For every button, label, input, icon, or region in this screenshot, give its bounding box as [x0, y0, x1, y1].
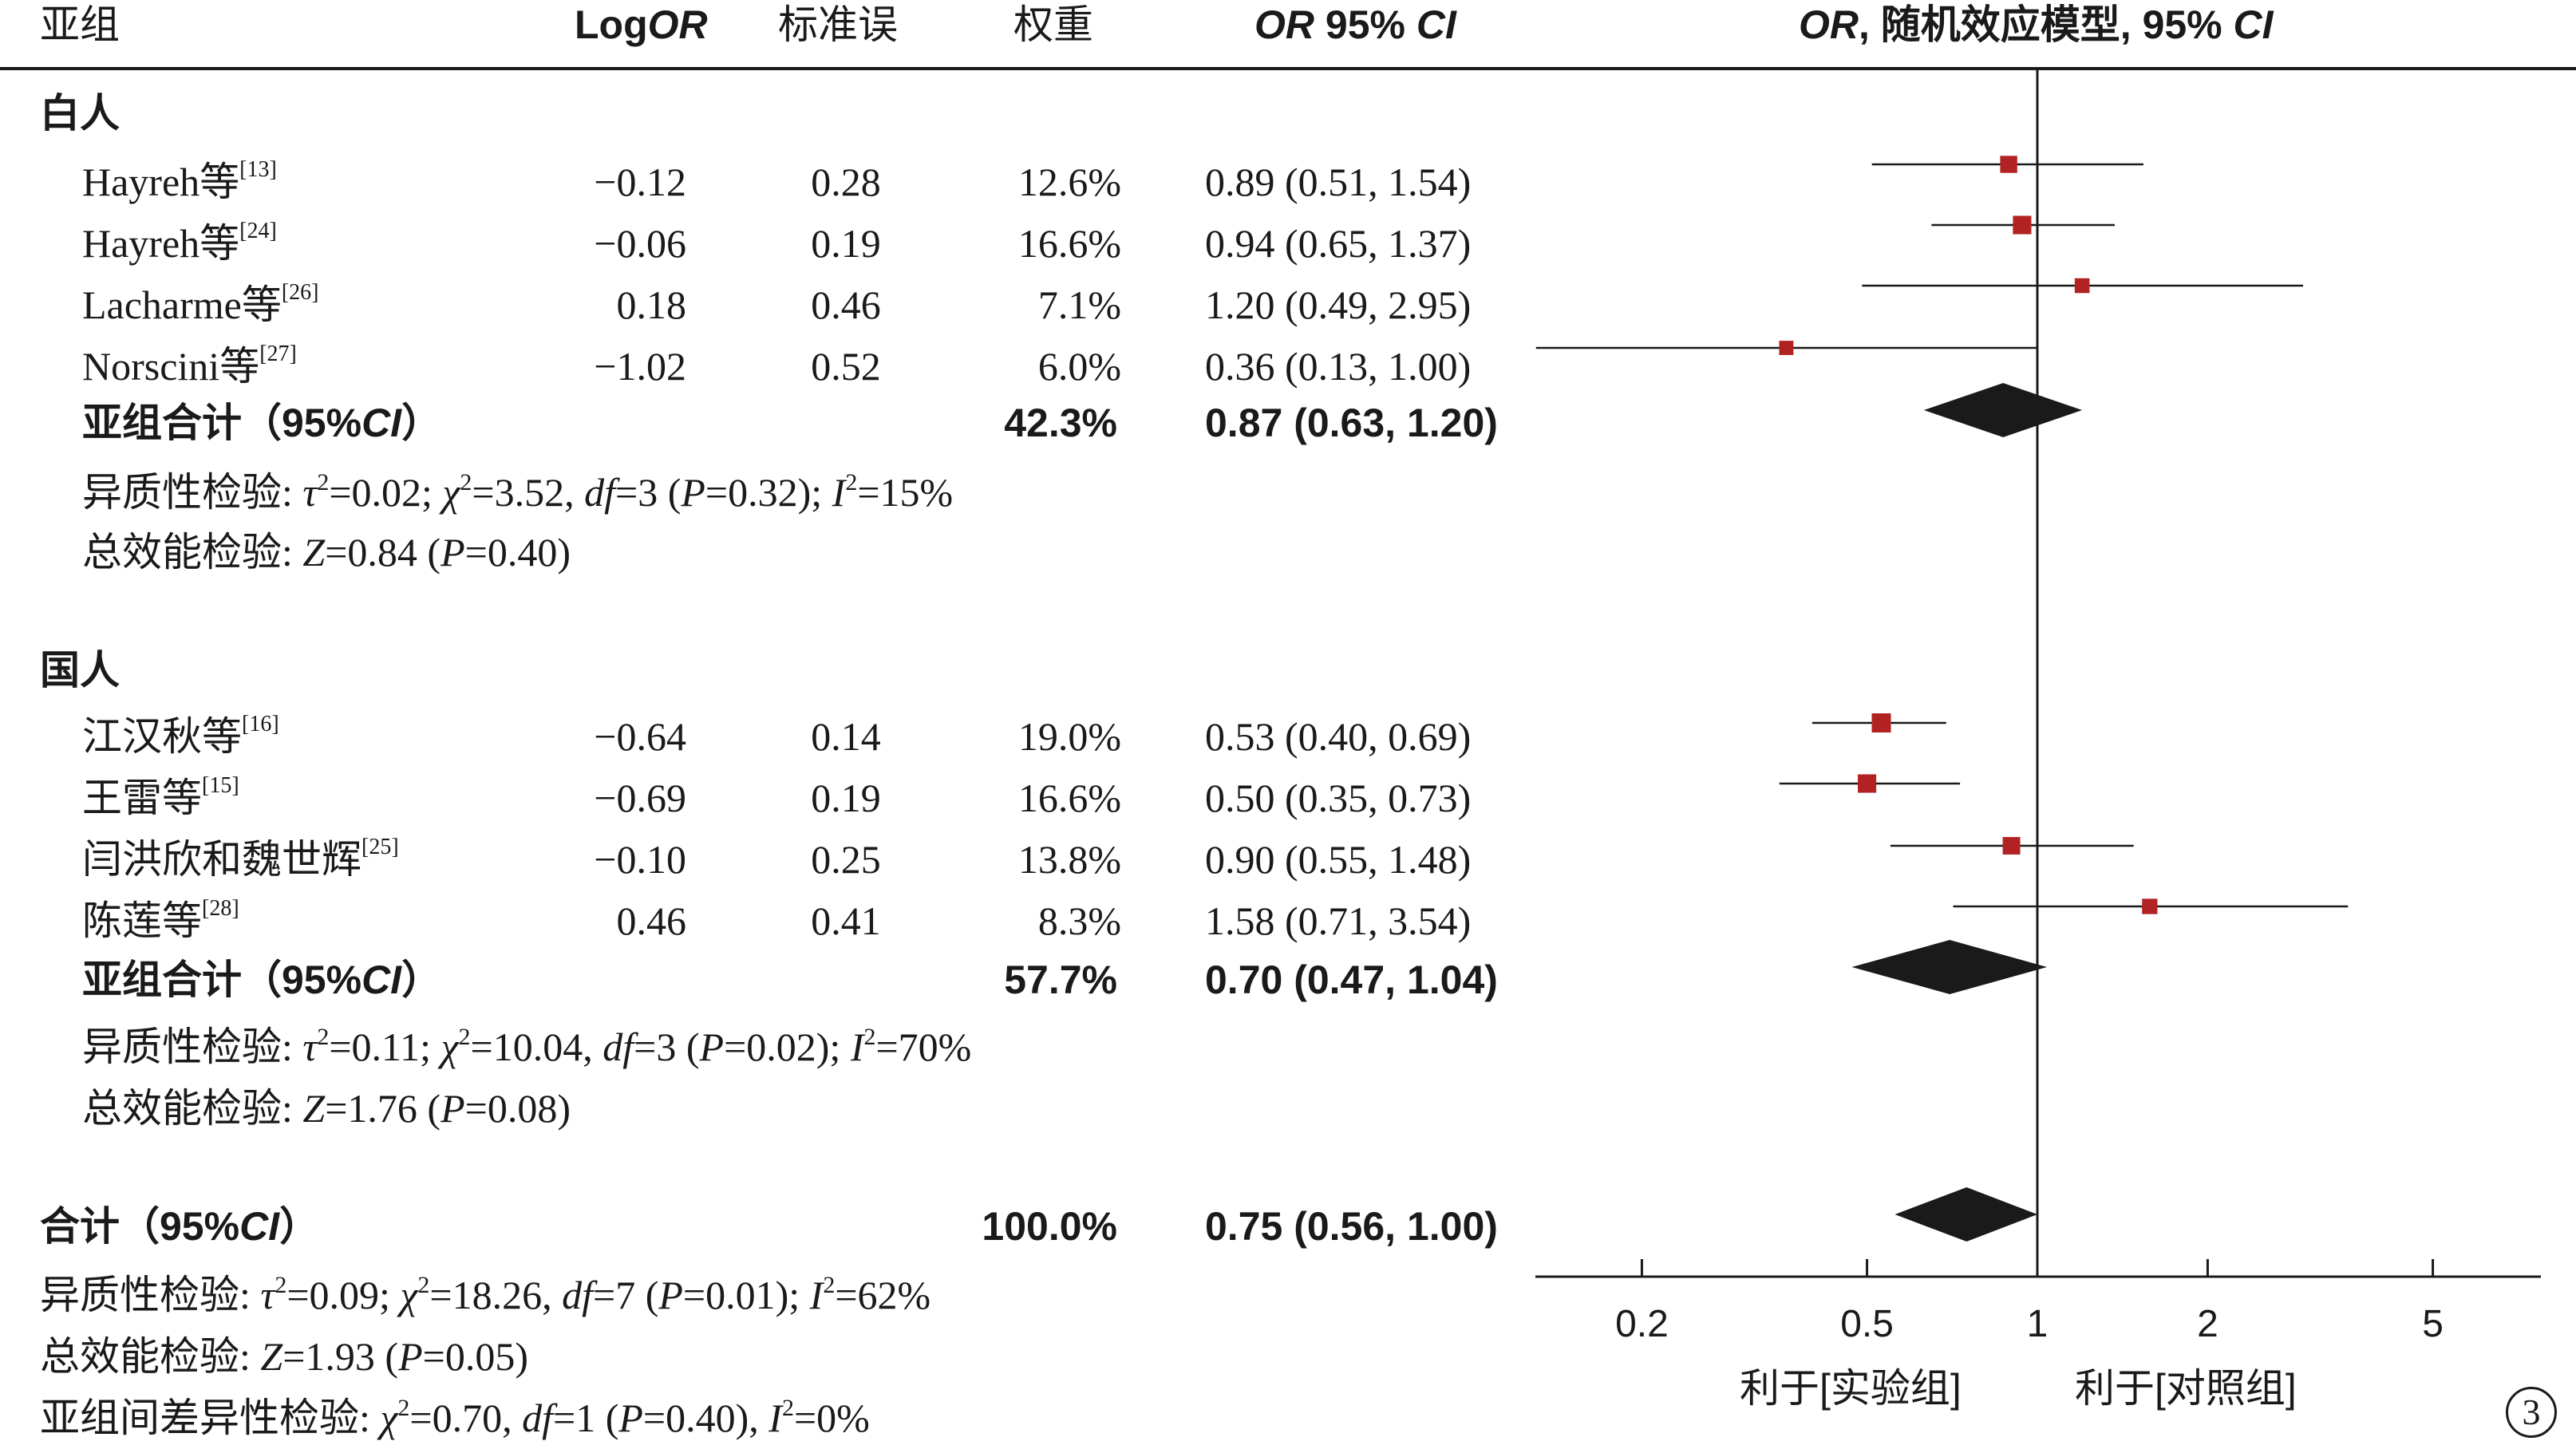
study-marker	[1858, 774, 1877, 793]
study-marker	[2000, 156, 2017, 173]
study-weight: 13.8%	[1017, 837, 1121, 882]
study-logor: −0.10	[594, 837, 686, 882]
study-marker	[1871, 713, 1891, 732]
study-se: 0.52	[811, 344, 881, 389]
study-weight: 19.0%	[1017, 714, 1121, 759]
total-label: 合计（95%CI）	[40, 1204, 320, 1249]
axis-label-favours-control: 利于[对照组]	[2075, 1366, 2297, 1411]
study-logor: −1.02	[594, 344, 686, 389]
study-logor: −0.06	[594, 221, 686, 266]
study-ci: 0.50 (0.35, 0.73)	[1205, 776, 1472, 820]
heterogeneity-test: 异质性检验: τ2=0.11; χ2=10.04, df=3 (P=0.02);…	[82, 1024, 972, 1069]
group-title: 国人	[40, 648, 120, 693]
study-weight: 8.3%	[1037, 898, 1121, 943]
study-ci: 0.89 (0.51, 1.54)	[1205, 160, 1472, 204]
panel-number-badge: 3	[2506, 1387, 2557, 1438]
study-weight: 6.0%	[1037, 344, 1121, 389]
overall-effect-test: 总效能检验: Z=1.76 (P=0.08)	[82, 1086, 571, 1131]
study-se: 0.25	[811, 837, 881, 882]
study-ci: 0.53 (0.40, 0.69)	[1205, 714, 1472, 759]
overall-effect-test: 总效能检验: Z=0.84 (P=0.40)	[82, 530, 571, 574]
header-ci: OR 95% CI	[1254, 2, 1456, 47]
overall-effect-test: 总效能检验: Z=1.93 (P=0.05)	[40, 1334, 528, 1379]
header-logor: LogOR	[575, 2, 708, 47]
heterogeneity-test: 异质性检验: τ2=0.09; χ2=18.26, df=7 (P=0.01);…	[40, 1272, 931, 1317]
study-logor: −0.69	[594, 776, 686, 820]
study-marker	[2074, 278, 2090, 294]
study-logor: −0.64	[594, 714, 686, 759]
study-ci: 1.58 (0.71, 3.54)	[1205, 898, 1472, 943]
study-name: 闫洪欣和魏世辉[25]	[82, 835, 399, 882]
x-tick-label: 0.5	[1840, 1303, 1894, 1345]
subgroup-difference-test: 亚组间差异性检验: χ2=0.70, df=1 (P=0.40), I2=0%	[40, 1395, 870, 1440]
study-marker	[1779, 341, 1794, 355]
study-se: 0.41	[811, 898, 881, 943]
subtotal-label: 亚组合计（95%CI）	[82, 401, 442, 445]
study-name: Norscini等[27]	[82, 342, 297, 389]
study-name: Hayreh等[24]	[82, 219, 277, 266]
study-se: 0.19	[811, 776, 881, 820]
study-weight: 16.6%	[1017, 221, 1121, 266]
axis-label-favours-experimental: 利于[实验组]	[1740, 1366, 1962, 1411]
x-tick-label: 0.2	[1615, 1303, 1669, 1345]
study-ci: 1.20 (0.49, 2.95)	[1205, 282, 1472, 327]
header-weight: 权重	[1013, 2, 1093, 47]
header-rule	[0, 67, 2576, 70]
study-weight: 12.6%	[1017, 160, 1121, 204]
study-ci: 0.94 (0.65, 1.37)	[1205, 221, 1472, 266]
study-name: 陈莲等[28]	[82, 896, 239, 943]
header-subgroup: 亚组	[40, 2, 120, 47]
subtotal-weight: 57.7%	[1004, 957, 1117, 1002]
subtotal-weight: 42.3%	[1004, 401, 1117, 445]
summary-diamond	[1894, 1187, 2037, 1242]
study-marker	[2013, 215, 2032, 235]
study-name: Hayreh等[13]	[82, 157, 277, 204]
study-name: 王雷等[15]	[82, 773, 239, 820]
total-ci: 0.75 (0.56, 1.00)	[1205, 1204, 1498, 1249]
study-marker	[2002, 837, 2021, 855]
x-tick-label: 1	[2027, 1303, 2049, 1345]
study-logor: 0.46	[616, 898, 687, 943]
study-weight: 16.6%	[1017, 776, 1121, 820]
subtotal-ci: 0.70 (0.47, 1.04)	[1205, 957, 1498, 1002]
total-weight: 100.0%	[982, 1204, 1117, 1249]
study-ci: 0.36 (0.13, 1.00)	[1205, 344, 1472, 389]
summary-diamond	[1923, 383, 2083, 437]
x-tick-label: 2	[2197, 1303, 2218, 1345]
study-marker	[2142, 898, 2158, 914]
study-se: 0.19	[811, 221, 881, 266]
group-title: 白人	[40, 91, 120, 136]
subtotal-label: 亚组合计（95%CI）	[82, 957, 442, 1002]
study-weight: 7.1%	[1037, 282, 1121, 327]
study-logor: 0.18	[616, 282, 687, 327]
study-name: Lacharme等[26]	[82, 280, 319, 327]
subtotal-ci: 0.87 (0.63, 1.20)	[1205, 401, 1498, 445]
x-tick-label: 5	[2422, 1303, 2444, 1345]
study-ci: 0.90 (0.55, 1.48)	[1205, 837, 1472, 882]
header-se: 标准误	[778, 2, 898, 47]
study-se: 0.14	[811, 714, 881, 759]
summary-diamond	[1851, 940, 2048, 994]
header-plot-title: OR, 随机效应模型, 95% CI	[1799, 2, 2274, 47]
study-logor: −0.12	[594, 160, 686, 204]
heterogeneity-test: 异质性检验: τ2=0.02; χ2=3.52, df=3 (P=0.32); …	[82, 469, 954, 515]
study-name: 江汉秋等[16]	[82, 712, 279, 759]
study-se: 0.28	[811, 160, 881, 204]
study-se: 0.46	[811, 282, 881, 327]
